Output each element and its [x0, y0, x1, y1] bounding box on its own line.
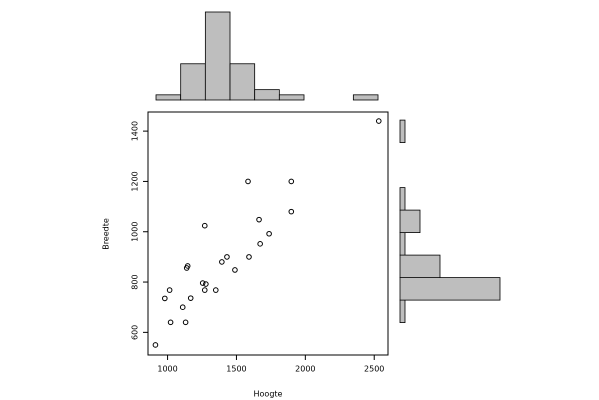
- y-tick-label: 600: [131, 325, 140, 340]
- y-tick-label: 800: [131, 274, 140, 289]
- point: [266, 230, 272, 237]
- x-tick-label: 1500: [226, 365, 246, 374]
- x-tick-label: 2000: [295, 365, 315, 374]
- point: [212, 287, 219, 293]
- point: [288, 208, 295, 215]
- x-tick-label: 2500: [364, 365, 384, 374]
- point: [257, 241, 263, 247]
- histogram-bar: [254, 89, 280, 101]
- histogram-bar: [229, 63, 256, 101]
- histogram-bar: [399, 299, 406, 324]
- point: [199, 280, 206, 286]
- point: [187, 295, 194, 301]
- histogram-bar: [180, 63, 206, 101]
- point: [203, 281, 209, 287]
- point: [201, 222, 208, 229]
- histogram-bar: [204, 11, 231, 101]
- histogram-bar: [155, 94, 182, 101]
- y-axis-label: Breedte: [102, 218, 111, 250]
- histogram-bar: [399, 187, 406, 211]
- histogram-bar: [352, 94, 379, 101]
- y-tick-label: 1400: [131, 121, 140, 141]
- point: [375, 118, 382, 124]
- plot-frame: [147, 111, 389, 356]
- histogram-bar: [399, 254, 441, 279]
- point: [166, 287, 173, 293]
- histogram-bar: [399, 232, 406, 256]
- point: [246, 254, 252, 260]
- point: [245, 178, 251, 185]
- point: [288, 178, 295, 185]
- histogram-bar: [399, 209, 421, 234]
- point: [256, 216, 262, 223]
- x-tick-label: 1000: [157, 365, 177, 374]
- point: [152, 342, 159, 348]
- point: [162, 295, 168, 302]
- point: [167, 319, 174, 326]
- y-tick-label: 1200: [131, 171, 140, 191]
- point: [224, 254, 230, 260]
- x-axis-label: Hoogte: [254, 390, 283, 399]
- histogram-bar: [399, 277, 501, 301]
- histogram-bar: [278, 94, 305, 101]
- point: [184, 263, 191, 269]
- point: [201, 287, 208, 293]
- point: [232, 267, 238, 273]
- point: [219, 259, 225, 265]
- point: [182, 319, 189, 326]
- point: [179, 304, 186, 311]
- histogram-bar: [399, 119, 406, 143]
- y-tick-label: 1000: [131, 222, 140, 242]
